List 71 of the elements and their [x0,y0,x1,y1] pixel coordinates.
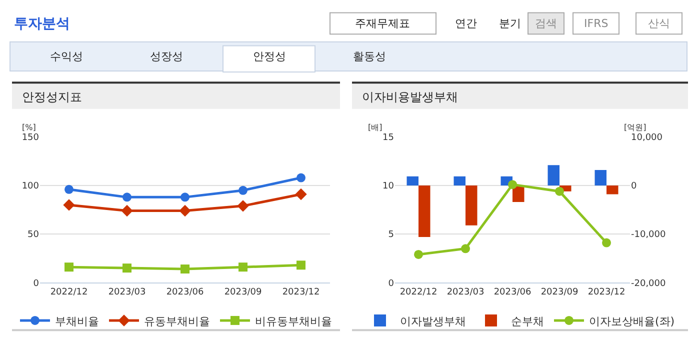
point [63,199,75,211]
point [179,204,191,217]
point [602,238,611,248]
point [121,204,133,217]
point [508,180,517,190]
point [296,173,306,182]
point [414,250,423,259]
legend-label: 순부채 [511,314,544,328]
text: 분기 [499,17,521,30]
x-tick-label: 2023/06 [494,287,532,298]
legend-label: 이자보상배율(좌) [589,314,675,328]
bar [606,186,618,194]
point [237,200,249,212]
point [64,184,74,194]
point [180,192,190,202]
point [555,186,564,196]
point [238,186,248,195]
y-axis-title: [배] [368,123,382,132]
y2-tick-label: -10,000 [631,230,666,240]
bar [594,170,606,186]
point [122,192,132,202]
x-tick-label: 2023/12 [588,287,626,298]
chart-title: 안정성지표 [22,90,82,104]
x-tick-label: 2023/09 [224,287,262,298]
y-tick-label: 100 [22,182,40,192]
x-tick-label: 2023/03 [108,287,146,298]
x-tick-label: 2023/12 [282,287,320,298]
point [295,188,307,200]
x-tick-label: 2023/06 [166,287,204,298]
point [180,264,190,274]
text: 성장성 [150,50,183,63]
text: 검색 [535,17,557,30]
x-tick-label: 2023/03 [446,287,484,298]
legend-label: 비유동부채비율 [255,314,332,328]
point [296,260,306,270]
point [64,262,74,272]
bar [454,176,466,186]
text: 연간 [455,17,477,30]
y-tick-label: 0 [33,278,40,289]
bar [418,186,430,237]
y-tick-label: 5 [388,230,394,240]
y-tick-label: 15 [382,133,394,144]
x-tick-label: 2022/12 [400,287,438,298]
y-axis-title: [%] [22,123,36,132]
bar [548,165,560,186]
bar [406,176,418,186]
legend-label: 유동부채비율 [144,314,210,328]
point [238,262,248,272]
text: 수익성 [50,50,83,63]
x-tick-label: 2023/09 [540,287,578,298]
text: 주재무제표 [355,17,410,30]
y-tick-label: 150 [22,133,40,144]
chart-title: 이자비용발생부채 [362,90,458,104]
text: 활동성 [353,50,386,63]
text: 안정성 [253,50,286,63]
text: IFRS [584,17,608,30]
y2-axis-title: [억원] [624,123,646,132]
x-tick-label: 2022/12 [50,287,88,298]
point [461,244,470,254]
y2-tick-label: -20,000 [631,278,666,289]
y2-tick-label: 0 [631,182,637,192]
legend-label: 부채비율 [55,314,99,328]
y-tick-label: 50 [28,230,40,240]
bar [466,186,478,226]
y2-tick-label: 10,000 [631,133,663,144]
y-tick-label: 10 [382,182,394,192]
legend-label: 이자발생부채 [400,314,466,328]
y-tick-label: 0 [388,278,394,289]
text: 투자분석 [14,16,70,32]
point [122,264,132,273]
text: 산식 [648,17,670,30]
